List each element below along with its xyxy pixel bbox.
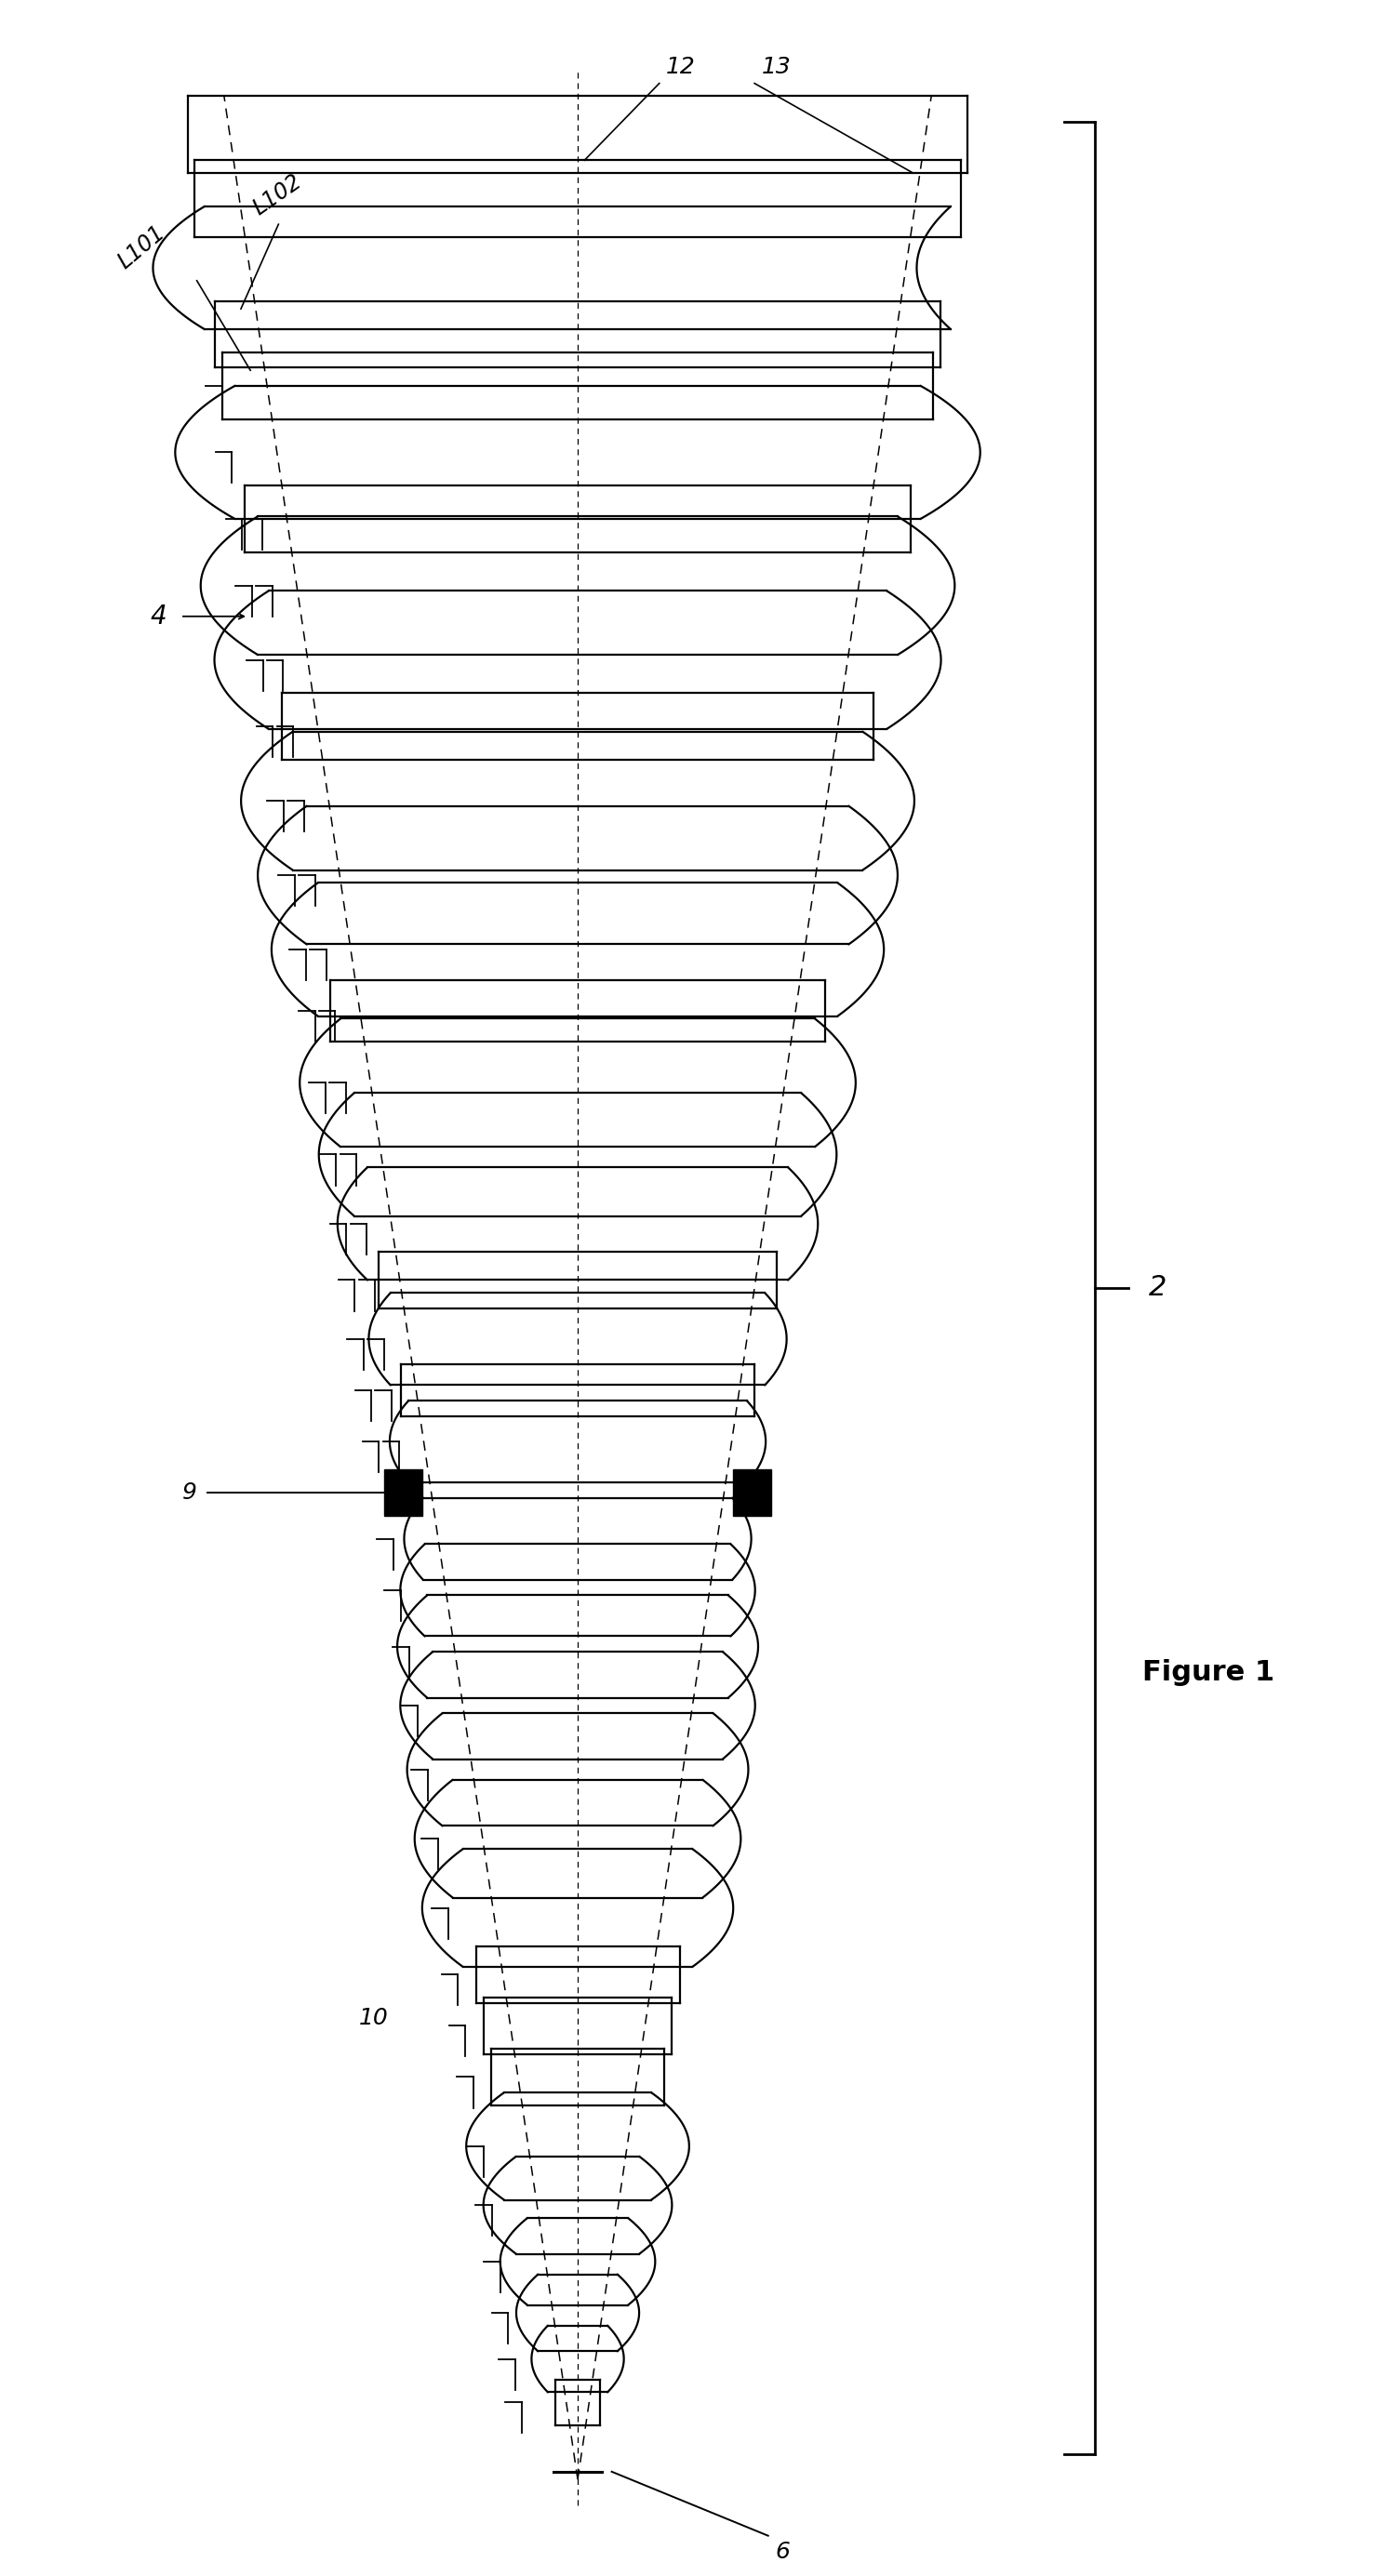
Polygon shape [733,1471,772,1515]
Text: 12: 12 [666,57,696,77]
Text: 10: 10 [358,2007,389,2030]
Text: L101: L101 [114,222,170,273]
Text: 4: 4 [151,603,166,629]
Polygon shape [384,1471,423,1515]
Text: 2: 2 [1149,1275,1167,1301]
Text: 13: 13 [761,57,791,77]
Text: 9: 9 [181,1481,196,1504]
Text: L102: L102 [249,170,306,219]
Text: Figure 1: Figure 1 [1142,1659,1274,1685]
Text: 6: 6 [774,2540,789,2563]
